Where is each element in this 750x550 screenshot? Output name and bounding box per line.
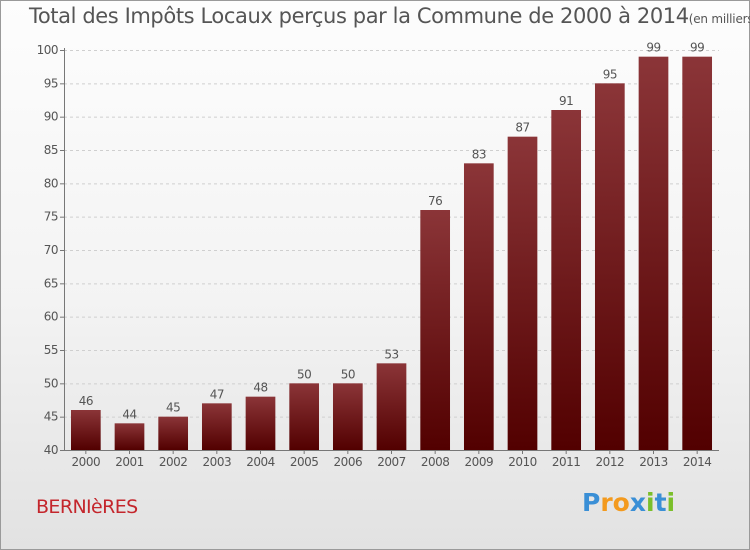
data-label: 76 — [428, 194, 442, 208]
x-tick-label: 2001 — [115, 455, 144, 469]
bar — [245, 396, 276, 450]
data-label: 50 — [297, 367, 311, 381]
logo-letter: o — [612, 488, 630, 517]
logo-letter: P — [582, 488, 601, 517]
x-tick-label: 2011 — [552, 455, 581, 469]
x-tick-label: 2002 — [159, 455, 188, 469]
bar — [158, 416, 189, 450]
bar — [682, 56, 713, 451]
commune-name: BERNIèRES — [36, 496, 138, 518]
bar — [420, 210, 451, 450]
chart-title-main: Total des Impôts Locaux perçus par la Co… — [29, 4, 689, 28]
x-tick-label: 2000 — [72, 455, 101, 469]
logo-letter: t — [654, 488, 667, 517]
bar — [507, 136, 538, 450]
data-label: 44 — [122, 407, 136, 421]
x-tick-label: 2014 — [683, 455, 712, 469]
x-tick-label: 2005 — [290, 455, 319, 469]
y-tick-label: 45 — [44, 410, 58, 424]
bar — [114, 423, 145, 450]
data-label: 47 — [210, 387, 224, 401]
data-label: 45 — [166, 401, 180, 415]
y-tick-label: 80 — [44, 176, 58, 190]
y-tick-label: 60 — [44, 310, 58, 324]
x-tick-label: 2003 — [203, 455, 232, 469]
chart-title: Total des Impôts Locaux perçus par la Co… — [29, 4, 750, 28]
bar — [332, 383, 363, 450]
x-tick-label: 2008 — [421, 455, 450, 469]
y-tick-label: 50 — [44, 376, 58, 390]
data-label: 46 — [79, 394, 93, 408]
x-tick-label: 2009 — [465, 455, 494, 469]
y-tick-label: 70 — [44, 243, 58, 257]
logo-letter: i — [666, 488, 676, 517]
y-tick-label: 40 — [44, 443, 58, 457]
x-tick-label: 2006 — [334, 455, 363, 469]
y-tick-label: 65 — [44, 276, 58, 290]
y-tick-label: 90 — [44, 110, 58, 124]
logo-letter: i — [646, 488, 655, 517]
bar — [638, 56, 669, 451]
data-label: 95 — [603, 67, 617, 81]
x-tick-label: 2007 — [377, 455, 406, 469]
x-tick-label: 2013 — [639, 455, 668, 469]
bar — [551, 110, 582, 450]
data-label: 53 — [384, 347, 398, 361]
y-tick-label: 85 — [44, 143, 58, 157]
x-tick-label: 2012 — [596, 455, 625, 469]
x-tick-label: 2004 — [246, 455, 275, 469]
bar — [201, 403, 232, 450]
data-label: 83 — [472, 147, 486, 161]
y-tick-label: 55 — [44, 343, 58, 357]
data-label: 91 — [559, 94, 573, 108]
proxiti-logo: Proxiti — [582, 488, 675, 517]
bar — [289, 383, 320, 450]
bar — [70, 410, 101, 450]
bar — [376, 363, 407, 450]
data-label: 99 — [690, 41, 704, 55]
data-label: 50 — [341, 367, 355, 381]
x-tick-label: 2010 — [508, 455, 537, 469]
logo-letter: r — [600, 488, 613, 517]
y-tick-label: 75 — [44, 210, 58, 224]
logo-letter: x — [629, 488, 646, 517]
chart-title-unit: (en milliers d'€) — [688, 12, 750, 26]
data-label: 48 — [253, 381, 267, 395]
y-tick-label: 100 — [37, 43, 58, 57]
data-label: 99 — [646, 41, 660, 55]
bar — [463, 163, 494, 451]
data-label: 87 — [515, 121, 529, 135]
bar — [594, 83, 625, 450]
y-tick-label: 95 — [44, 76, 58, 90]
